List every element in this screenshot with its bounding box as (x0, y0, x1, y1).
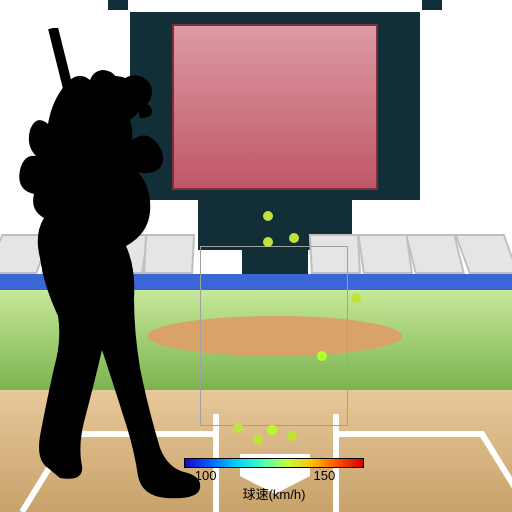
batter-silhouette (0, 28, 236, 512)
pitch-marker (263, 211, 273, 221)
pitch-marker (287, 431, 297, 441)
stand-segment (357, 234, 413, 274)
scoreboard-support-right (422, 0, 442, 10)
scoreboard-support-left (108, 0, 128, 10)
velocity-tick: 150 (314, 468, 336, 483)
pitch-marker (263, 237, 273, 247)
pitch-marker (289, 233, 299, 243)
pitch-marker (253, 435, 263, 445)
pitch-marker (267, 425, 277, 435)
pitch-marker (317, 351, 327, 361)
pitch-marker (351, 293, 361, 303)
